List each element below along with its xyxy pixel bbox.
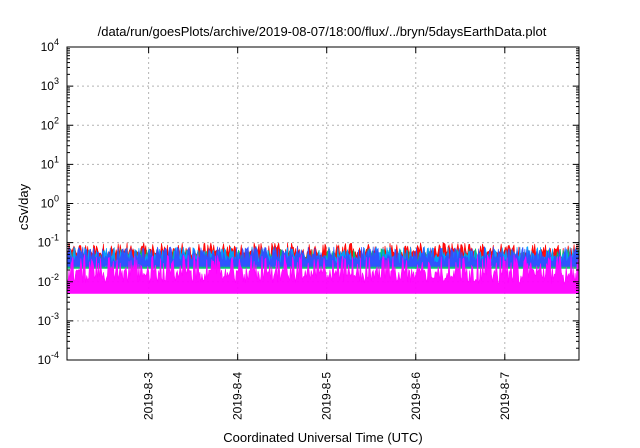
x-axis: 2019-8-3 2019-8-4 2019-8-5 2019-8-6 2019-8-7 — [142, 47, 512, 420]
y-axis-label: cSv/day — [16, 183, 31, 230]
x-tick-label: 2019-8-7 — [498, 372, 512, 420]
x-tick-label: 2019-8-6 — [409, 372, 423, 420]
data-layer — [66, 242, 580, 294]
y-tick-label: 102 — [41, 115, 59, 132]
chart-title: /data/run/goesPlots/archive/2019-08-07/1… — [98, 24, 547, 39]
y-tick-label: 104 — [41, 37, 59, 54]
x-tick-label: 2019-8-5 — [320, 372, 334, 420]
y-tick-label: 103 — [41, 76, 59, 93]
y-tick-label: 101 — [41, 154, 59, 171]
y-tick-label: 100 — [41, 194, 59, 211]
x-tick-label: 2019-8-4 — [231, 372, 245, 420]
y-tick-label: 10-2 — [38, 272, 59, 289]
x-tick-label: 2019-8-3 — [142, 372, 156, 420]
y-tick-label: 10-3 — [38, 311, 59, 328]
y-axis: 10-4 10-3 10-2 10-1 100 101 102 103 104 — [38, 37, 579, 367]
y-tick-label: 10-1 — [38, 233, 59, 250]
grid — [67, 46, 579, 361]
y-tick-label: 10-4 — [38, 350, 59, 367]
x-axis-label: Coordinated Universal Time (UTC) — [223, 430, 422, 445]
series-4-area — [66, 254, 580, 294]
